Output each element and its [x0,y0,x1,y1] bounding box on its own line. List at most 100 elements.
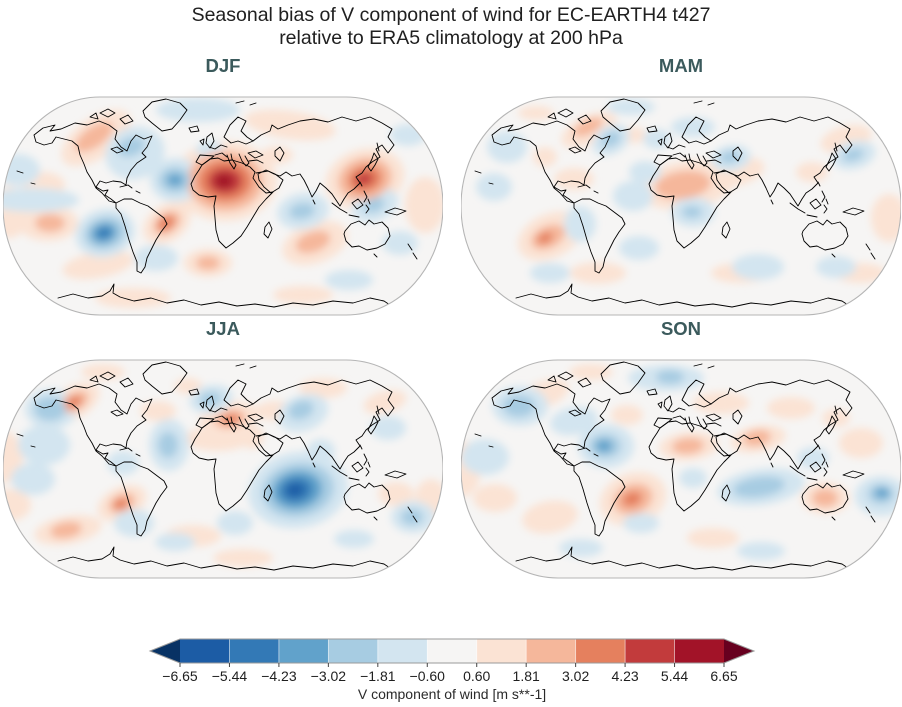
map-panel-djf [3,96,443,316]
bias-blob [3,431,23,483]
bias-blob [550,406,598,436]
bias-blob [289,202,315,220]
colorbar-segment [625,639,675,663]
bias-blob [287,483,303,497]
colorbar-arrow-left [150,639,180,663]
colorbar-tick-label: −6.65 [162,668,198,684]
bias-blob [732,254,784,280]
colorbar-segment [328,639,378,663]
bias-blob [325,270,373,290]
bias-blob [533,147,557,167]
panel-title-son: SON [660,318,702,339]
colorbar-segment [575,639,626,663]
bias-blob [50,521,82,539]
colorbar-tick-label: −0.60 [410,668,446,684]
colorbar-tick-label: 3.02 [562,668,589,684]
panel-title-jja: JJA [206,318,240,339]
bias-blob [875,488,889,498]
bias-blob [62,250,134,280]
bias-blob [737,542,785,560]
bias-blob [461,439,509,475]
bias-blob [217,511,253,535]
bias-blob [295,230,331,254]
bias-blob [839,428,883,458]
colorbar-tick-label: 0.60 [463,668,490,684]
bias-blob [693,392,749,414]
bias-blob [11,463,55,495]
colorbar-segment [229,639,279,663]
bias-blob [378,482,414,506]
bias-blob [273,286,333,304]
bias-blob [155,533,195,551]
bias-blob [743,429,771,447]
bias-blob [733,476,785,498]
bias-blob [720,150,740,164]
bias-contours [461,364,901,560]
bias-blob [559,539,603,557]
colorbar-segment [674,639,724,663]
figure-title-line1: Seasonal bias of V component of wind for… [191,4,711,26]
bias-blob [623,513,659,533]
bias-blob [796,162,828,182]
bias-blob [370,416,406,440]
bias-blob [117,137,145,157]
figure-title-line2: relative to ERA5 climatology at 200 hPa [279,27,623,49]
bias-blob [622,491,642,507]
bias-blob [390,124,426,146]
bias-blob [35,214,65,232]
bias-blob [797,447,829,469]
bias-blob [476,173,512,201]
bias-blob [679,468,707,488]
bias-blob [687,528,739,548]
bias-blob [672,437,704,455]
bias-blob [97,227,111,239]
bias-blob [822,409,850,427]
bias-blob [156,98,240,122]
bias-blob [240,425,264,449]
bias-blob [213,549,273,567]
bias-blob [134,245,178,271]
colorbar-tick-label: −5.44 [212,668,248,684]
bias-blob [613,181,653,211]
bias-blob [401,509,423,525]
bias-blob [611,405,643,425]
colorbar-tick-label: 1.81 [513,668,540,684]
colorbar-segment [476,639,527,663]
colorbar-tick-label: −3.02 [311,668,347,684]
bias-blob [167,174,183,186]
bias-blob [629,161,661,183]
colorbar: −6.65 −5.44 −4.23 −3.02 −1.81 −0.60 0.60 1.81 3.… [148,638,756,702]
bias-blob [196,256,220,270]
panel-title-mam: MAM [658,55,704,76]
bias-blob [473,484,517,512]
bias-blob [564,206,596,242]
bias-blob [569,364,613,380]
bias-blob [3,188,79,212]
bias-blob [643,129,671,149]
colorbar-segment [278,639,329,663]
bias-blob [334,530,374,548]
colorbar-segment [427,639,477,663]
colorbar-tick-label: 4.23 [611,668,638,684]
bias-blob [261,146,293,164]
colorbar-tick-label: 5.44 [661,668,688,684]
bias-blob [601,131,621,147]
bias-blob [199,391,221,407]
colorbar-axis-label: V component of wind [m s**-1] [358,686,546,702]
bias-blob [655,170,711,200]
colorbar-segment [377,639,428,663]
bias-blob [767,397,815,419]
bias-contours [3,364,443,567]
bias-blob [3,489,31,521]
colorbar-tick-label: −1.81 [360,668,396,684]
bias-blob [75,121,113,153]
colorbar-tick-label: 6.65 [710,668,737,684]
bias-blob [382,231,418,255]
bias-blob [871,194,901,242]
bias-blob [607,99,655,115]
bias-blob [363,389,407,415]
bias-blob [537,232,553,244]
bias-blob [619,236,659,260]
bias-blob [573,117,603,137]
map-panel-jja [3,359,443,579]
